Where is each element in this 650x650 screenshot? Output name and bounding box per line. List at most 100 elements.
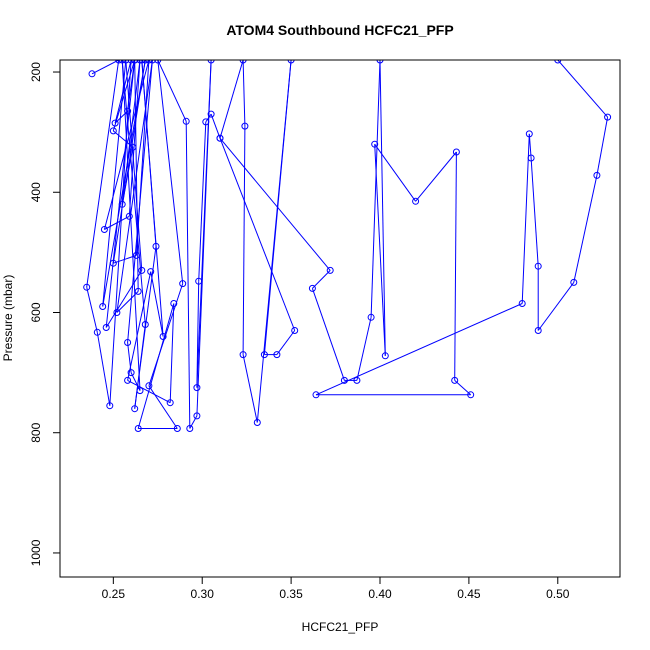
data-point <box>467 391 475 399</box>
data-point <box>118 200 126 208</box>
data-point <box>134 425 142 432</box>
x-axis: 0.25 0.30 0.35 0.40 0.45 0.50 <box>102 576 570 601</box>
series-line-segment <box>374 144 386 356</box>
series-line-segment <box>196 60 212 388</box>
x-tick-label: 0.50 <box>546 587 570 601</box>
series-line-segment <box>454 151 457 381</box>
data-point <box>326 266 334 274</box>
data-point <box>102 324 110 331</box>
data-point <box>381 352 389 360</box>
x-tick-label: 0.25 <box>102 587 126 601</box>
y-tick-label: 200 <box>29 62 43 82</box>
plot-points <box>83 60 612 432</box>
series-line-segment <box>86 60 120 288</box>
series-line-segment <box>242 126 246 355</box>
data-point <box>182 117 190 125</box>
series-line-segment <box>379 60 386 356</box>
data-point <box>88 70 96 78</box>
data-point <box>124 107 132 115</box>
data-point <box>136 387 144 395</box>
data-point <box>152 242 160 250</box>
x-tick-label: 0.35 <box>279 587 303 601</box>
data-point <box>186 425 194 432</box>
data-point <box>159 333 167 340</box>
data-point <box>127 369 135 377</box>
data-point <box>148 60 156 64</box>
data-point <box>141 60 149 64</box>
data-point <box>127 60 135 64</box>
data-point <box>132 251 140 259</box>
data-point <box>193 412 201 420</box>
series-line-segment <box>374 143 417 202</box>
series-line-segment <box>210 113 221 139</box>
data-point <box>118 60 126 64</box>
series-line-segment <box>219 60 244 139</box>
series-line-segment <box>537 282 575 331</box>
series-line-segment <box>91 60 119 75</box>
data-point <box>109 127 117 135</box>
series-line-segment <box>189 415 198 429</box>
data-point <box>129 143 137 151</box>
series-line-segment <box>148 385 178 429</box>
series-line-segment <box>557 60 608 118</box>
series-line-segment <box>125 60 143 271</box>
data-point <box>111 119 119 127</box>
x-tick-label: 0.40 <box>368 587 392 601</box>
data-point <box>312 391 320 399</box>
x-tick-label: 0.45 <box>457 587 481 601</box>
data-point <box>131 405 139 413</box>
data-point <box>287 60 295 64</box>
data-point <box>113 309 121 316</box>
series-line-segment <box>169 303 175 403</box>
data-point <box>124 376 132 384</box>
data-point <box>554 60 562 64</box>
y-tick-label: 800 <box>29 422 43 442</box>
y-tick-label: 600 <box>29 302 43 322</box>
series-line-segment <box>105 60 136 328</box>
data-point <box>527 154 535 162</box>
series-line-segment <box>150 271 164 337</box>
series-line-segment <box>528 133 532 159</box>
series-line-segment <box>530 157 539 267</box>
data-point <box>593 171 601 179</box>
data-point <box>122 60 130 64</box>
series-line-segment <box>128 60 141 217</box>
series-line-segment <box>86 287 98 333</box>
series-line-segment <box>205 113 212 123</box>
data-point <box>534 262 542 270</box>
data-point <box>273 351 281 359</box>
data-point <box>124 339 132 346</box>
data-point <box>106 402 114 410</box>
y-tick-label: 1000 <box>29 539 43 566</box>
series-line-segment <box>157 60 187 122</box>
series-line-segment <box>102 60 146 307</box>
chart-title: ATOM4 Southbound HCFC21_PFP <box>226 22 453 38</box>
y-tick-label: 400 <box>29 182 43 202</box>
data-point <box>145 382 153 390</box>
data-point <box>145 60 153 64</box>
data-point <box>253 419 261 426</box>
x-tick-label: 0.30 <box>191 587 215 601</box>
series-line-segment <box>521 133 530 304</box>
data-point <box>99 303 107 310</box>
series-line-segment <box>121 60 146 325</box>
data-point <box>93 328 101 336</box>
data-point <box>239 351 247 359</box>
data-point <box>452 148 460 156</box>
data-point <box>154 60 162 64</box>
series-line-segment <box>185 121 191 429</box>
series-line-segment <box>127 271 152 381</box>
data-point <box>115 60 123 64</box>
data-point <box>412 197 420 205</box>
data-point <box>216 134 224 142</box>
data-point <box>570 278 578 286</box>
series-line-segment <box>198 121 207 282</box>
series-line-segment <box>137 303 175 429</box>
series-line-segment <box>315 303 523 396</box>
data-point <box>147 268 155 276</box>
data-point <box>166 399 174 407</box>
series-line-segment <box>370 60 381 318</box>
data-point <box>138 60 146 64</box>
data-point <box>241 122 249 130</box>
